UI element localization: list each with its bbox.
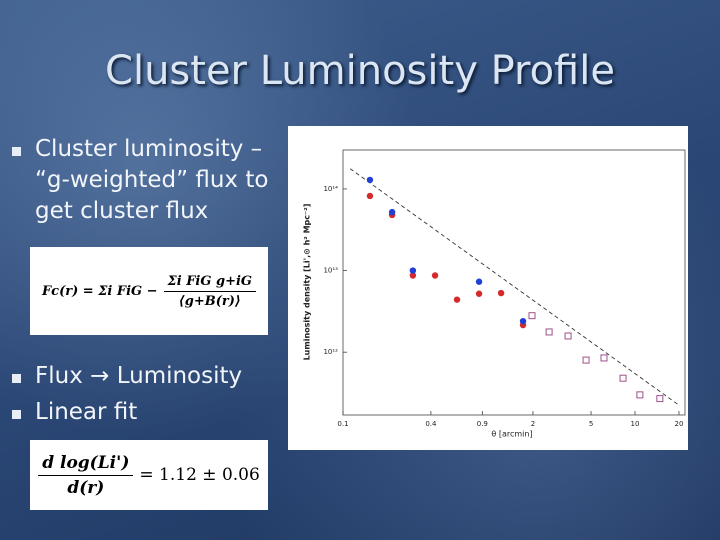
bullet-text: Flux → Luminosity [35,363,243,389]
x-tick-label: 0.1 [337,420,348,428]
equation-rhs: = 1.12 ± 0.06 [139,465,260,485]
denominator: ⟨g+B(r)⟩ [178,293,241,309]
data-point [453,296,461,303]
fraction: Σi FiG g+iG ⟨g+B(r)⟩ [163,274,257,309]
y-tick-label: 10¹⁴ [323,185,338,193]
x-tick-label: 0.4 [425,420,437,428]
chart-background [288,126,688,450]
y-tick-label: 10¹³ [323,267,338,275]
data-point [528,312,536,320]
bullet-marker [12,147,21,156]
bullet-text: Cluster luminosity – “g-weighted” flux t… [35,136,269,224]
plot-frame [342,149,686,416]
x-tick-label: 5 [589,420,593,428]
data-point [636,391,644,399]
data-point [519,317,527,325]
bullet-text: Linear fit [35,399,138,425]
y-axis-label: Luminosity density [Li',⊙ h² Mpc⁻²] [303,204,312,361]
numerator: Σi FiG g+iG [163,274,257,292]
equation: Fc(r) = Σi FiG − Σi FiG g+iG ⟨g+B(r)⟩ [30,247,268,335]
data-point [409,267,417,274]
x-tick-label: 10 [631,420,640,428]
data-point [497,289,505,297]
numerator: d log(Li') [38,453,134,476]
data-point [475,290,483,297]
x-tick-label: 0.9 [477,420,488,428]
data-point [366,176,374,184]
y-tick-label: 10¹² [323,348,338,356]
chart: θ [arcmin] Luminosity density [Li',⊙ h² … [288,126,688,450]
data-point [564,332,572,340]
data-point [600,354,608,362]
equation: d log(Li') d(r) = 1.12 ± 0.06 [30,440,268,510]
data-point [545,328,553,336]
data-point [582,356,590,364]
x-tick-label: 2 [531,420,535,428]
data-point [656,395,664,403]
data-point [366,192,374,200]
x-tick-label: 20 [674,420,683,428]
fraction: d log(Li') d(r) [38,453,134,498]
data-point [409,272,417,279]
data-point [619,374,627,382]
data-point [431,272,439,279]
equation-lhs: Fc(r) = Σi FiG − [41,283,158,299]
bullet-marker [12,410,21,419]
data-point [388,208,396,216]
fit-line [349,168,681,407]
denominator: d(r) [67,477,105,498]
bullet-marker [12,374,21,383]
x-axis-label: θ [arcmin] [491,430,532,439]
data-point [475,278,483,285]
slide-title: Cluster Luminosity Profile [105,48,615,94]
